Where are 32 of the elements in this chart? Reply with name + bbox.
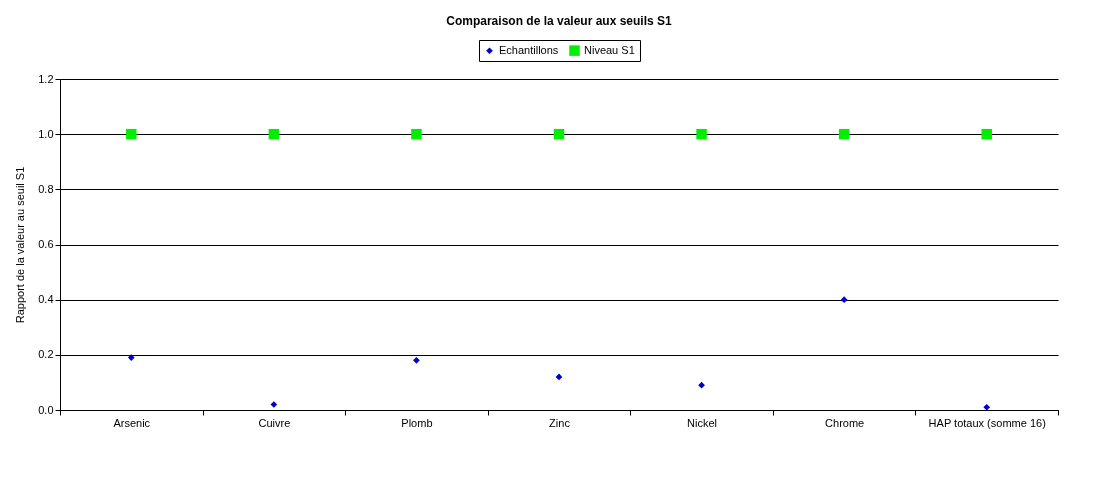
point [126,128,137,140]
y-tick-label: 0.2 [38,348,54,361]
point [696,128,707,140]
x-tick-label: HAP totaux (somme 16) [928,416,1046,429]
point [983,403,991,411]
point [268,128,280,140]
point [413,357,420,364]
point [411,128,422,140]
x-tick-label: Chrome [825,416,865,429]
y-tick-label: 0.8 [38,182,54,195]
point [838,128,850,140]
x-tick-label: Nickel [687,416,718,429]
point [981,128,992,140]
y-tick-label: 1.0 [38,127,54,140]
point [127,354,135,361]
legend-label: Echantillons [499,43,559,56]
point [555,373,563,381]
x-tick-label: Cuivre [258,416,291,429]
y-tick-label: 0.0 [38,403,54,416]
point [698,381,705,389]
x-tick-label: Plomb [401,416,433,429]
chart-title: Comparaison de la valeur aux seuils S1 [446,13,673,28]
y-tick-label: 0.4 [38,293,54,306]
y-tick-label: 0.6 [38,238,54,250]
legend-label: Niveau S1 [584,43,635,56]
x-tick-label: Arsenic [113,416,151,429]
point [553,128,565,140]
point [270,401,278,408]
y-tick-label: 1.2 [38,72,54,85]
y-axis-title: Rapport de la valeur au seuil S1 [14,166,27,324]
x-tick-label: Zinc [549,416,571,429]
point [840,296,848,304]
